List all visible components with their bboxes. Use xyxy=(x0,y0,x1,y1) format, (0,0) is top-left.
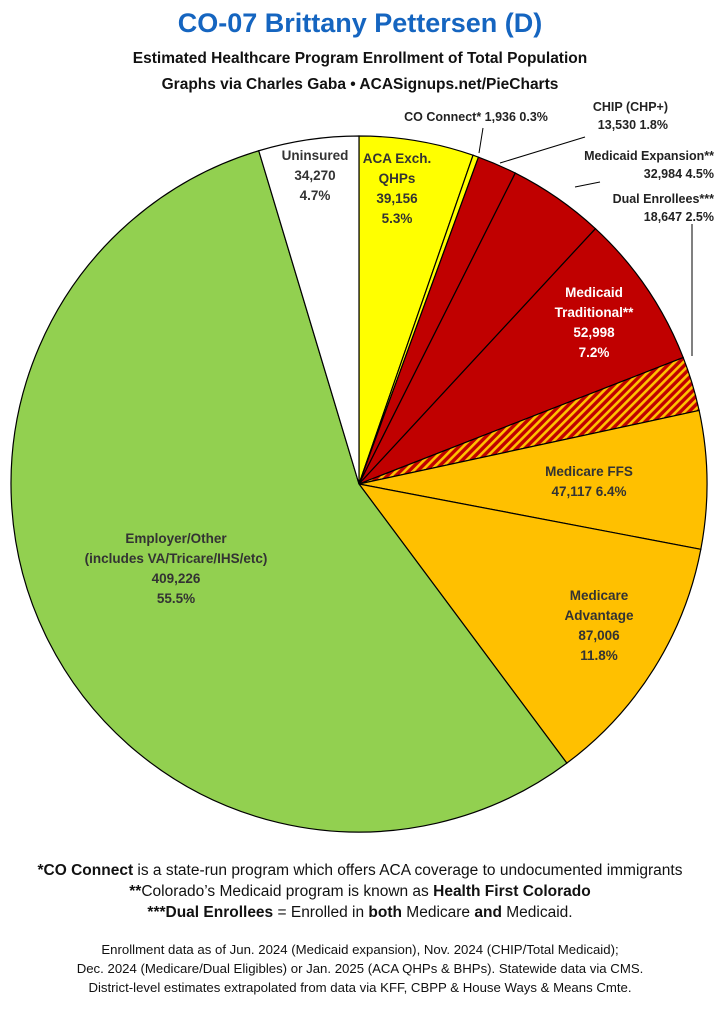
label-medicare-advantage: Medicare Advantage 87,006 11.8% xyxy=(564,588,634,663)
footnote-dual-enrollees: ***Dual Enrollees = Enrolled in both Med… xyxy=(147,904,573,921)
slice-medicare-ffs xyxy=(358,409,708,551)
label-medicaid-traditional: Medicaid Traditional** 52,998 7.2% xyxy=(555,285,635,360)
label-chip-chp: CHIP (CHP+) 13,530 1.8% xyxy=(593,100,668,132)
label-dual-enrollees: Dual Enrollees*** 18,647 2.5% xyxy=(613,192,715,224)
chart-title: CO-07 Brittany Pettersen (D) xyxy=(177,8,543,38)
pie-chart: ACA Exch. QHPs 39,156 5.3% CO Connect* 1,936… xyxy=(10,100,715,833)
leader-lines xyxy=(478,127,693,356)
leader-co-connect xyxy=(478,127,484,154)
source-note: Enrollment data as of Jun. 2024 (Medicai… xyxy=(101,942,619,957)
slice-uninsured xyxy=(258,135,360,485)
slice-labels: ACA Exch. QHPs 39,156 5.3% CO Connect* 1,936… xyxy=(85,100,715,663)
pie-slices xyxy=(10,135,708,833)
slice-medicare-advantage xyxy=(357,483,702,764)
label-employer-other-includes-va-tricare-ihs-etc: Employer/Other (includes VA/Tricare/IHS/e… xyxy=(85,531,268,606)
footnote-co-connect: *CO Connect is a state-run program which… xyxy=(37,862,683,879)
label-co-connect: CO Connect* 1,936 0.3% xyxy=(404,110,548,124)
slice-medicaid-traditional xyxy=(358,227,684,485)
label-medicare-ffs: Medicare FFS 47,117 6.4% xyxy=(545,464,633,499)
label-aca-exch-qhps: ACA Exch. QHPs 39,156 5.3% xyxy=(363,151,432,226)
source-note: Dec. 2024 (Medicare/Dual Eligibles) or J… xyxy=(76,961,644,976)
chart-credit: Graphs via Charles Gaba • ACASignups.net… xyxy=(161,76,559,93)
label-medicaid-expansion: Medicaid Expansion** 32,984 4.5% xyxy=(584,149,714,181)
leader-chip-chp xyxy=(499,136,586,164)
slice-employer-other-includes-va-tricare-ihs-etc xyxy=(10,150,568,833)
footnote-medicaid: **Colorado’s Medicaid program is known a… xyxy=(129,883,591,900)
label-uninsured: Uninsured 34,270 4.7% xyxy=(282,148,349,203)
chart-subtitle: Estimated Healthcare Program Enrollment … xyxy=(132,50,588,67)
leader-medicaid-expansion xyxy=(574,181,601,188)
source-note: District-level estimates extrapolated fr… xyxy=(88,980,632,995)
